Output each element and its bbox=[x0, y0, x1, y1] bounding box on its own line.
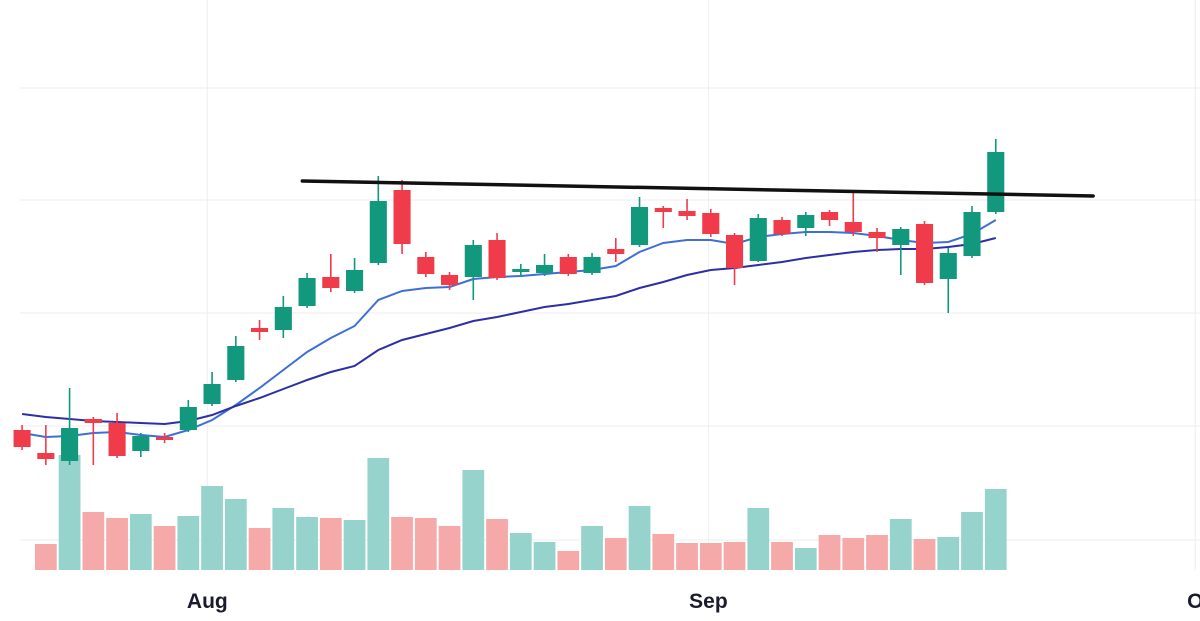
candle-body bbox=[441, 275, 459, 285]
x-tick-label: Sep bbox=[689, 590, 728, 613]
candle-body bbox=[678, 211, 696, 216]
volume-bar bbox=[533, 542, 556, 570]
trendline bbox=[300, 179, 1095, 198]
candle-body bbox=[868, 232, 886, 238]
volume-bar bbox=[296, 517, 318, 570]
volume-bar bbox=[628, 506, 651, 570]
volume-bar bbox=[82, 512, 105, 570]
volume-bar bbox=[866, 535, 888, 570]
candle-body bbox=[369, 201, 387, 263]
volume-bar bbox=[913, 539, 936, 570]
volume-bar bbox=[391, 517, 413, 570]
x-tick-label: O bbox=[1187, 590, 1200, 613]
volume-bar bbox=[343, 520, 366, 570]
volume-bar bbox=[937, 537, 960, 570]
candle-body bbox=[963, 212, 981, 256]
candle-body bbox=[892, 229, 910, 245]
volume-bar bbox=[438, 526, 461, 570]
candle-body bbox=[607, 249, 625, 254]
candle-body bbox=[179, 407, 197, 430]
candle-body bbox=[488, 240, 506, 278]
x-tick-label: Aug bbox=[187, 590, 228, 613]
candle-body bbox=[61, 428, 79, 461]
candle-body bbox=[203, 384, 221, 404]
volume-bar bbox=[842, 538, 865, 570]
candle-body bbox=[298, 278, 316, 306]
candle-body bbox=[227, 346, 245, 380]
candle-body bbox=[512, 269, 530, 272]
candle-body bbox=[630, 207, 649, 245]
volume-bar bbox=[106, 518, 128, 570]
volume-bar bbox=[129, 514, 152, 570]
candle-body bbox=[725, 235, 744, 268]
volume-bar bbox=[319, 518, 342, 570]
volume-bar bbox=[248, 528, 271, 570]
candle-body bbox=[84, 419, 102, 423]
candle-body bbox=[820, 212, 839, 220]
candle-body bbox=[132, 436, 150, 451]
volume-bar bbox=[818, 535, 841, 570]
candle-body bbox=[654, 208, 672, 212]
candle-body bbox=[583, 257, 601, 273]
volume-bar bbox=[462, 470, 485, 570]
candle-body bbox=[37, 453, 55, 459]
candle-body bbox=[915, 224, 934, 283]
candle-body bbox=[393, 190, 411, 244]
candle-body bbox=[346, 270, 364, 291]
volume-bar bbox=[723, 542, 746, 570]
candle-body bbox=[535, 265, 554, 273]
volume-bar bbox=[961, 512, 983, 570]
volume-bar bbox=[794, 548, 817, 570]
volume-bar bbox=[34, 544, 57, 570]
candle-body bbox=[797, 215, 815, 228]
candle-body bbox=[251, 328, 269, 332]
candle-body bbox=[559, 257, 577, 274]
volume-bar bbox=[747, 508, 770, 570]
candle-body bbox=[156, 437, 174, 440]
volume-bar bbox=[367, 458, 390, 570]
volume-bar bbox=[581, 526, 603, 570]
moving-average-line bbox=[21, 219, 997, 439]
volume-bar bbox=[889, 519, 912, 570]
candle-body bbox=[749, 218, 767, 261]
volume-bar bbox=[652, 534, 675, 570]
volume-bar bbox=[414, 518, 437, 570]
volume-bar bbox=[771, 542, 793, 570]
volume-bar bbox=[509, 533, 532, 570]
candle-body bbox=[939, 253, 957, 279]
candle-body bbox=[322, 277, 340, 288]
candle-body bbox=[13, 430, 31, 447]
volume-bar bbox=[486, 519, 508, 570]
candle-body bbox=[108, 423, 126, 456]
candle-body bbox=[464, 245, 482, 277]
volume-bar bbox=[177, 516, 200, 570]
volume-bar bbox=[984, 489, 1007, 570]
volume-bar bbox=[676, 543, 698, 570]
volume-bar bbox=[604, 538, 627, 570]
volume-bar bbox=[272, 508, 295, 570]
candle-body bbox=[417, 257, 435, 274]
candle-body bbox=[274, 307, 292, 330]
candle-body bbox=[844, 222, 862, 232]
candle-body bbox=[987, 152, 1005, 212]
volume-bar bbox=[224, 499, 247, 570]
volume-bar bbox=[557, 551, 580, 570]
volume-bar bbox=[153, 526, 176, 570]
volume-bar bbox=[201, 486, 223, 570]
candle-body bbox=[702, 213, 720, 234]
candle-body bbox=[773, 220, 791, 234]
volume-bar bbox=[699, 543, 722, 570]
volume-bar bbox=[58, 455, 81, 570]
